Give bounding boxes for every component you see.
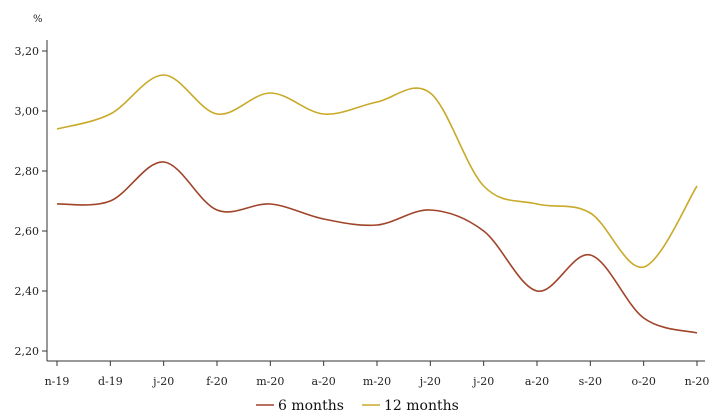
data-point-12-months xyxy=(482,185,484,187)
data-point-12-months xyxy=(322,113,324,115)
x-tick-label: m-20 xyxy=(256,375,284,388)
data-point-12-months xyxy=(216,113,218,115)
data-point-12-months xyxy=(642,266,644,268)
data-point-6-months xyxy=(269,203,271,205)
data-point-12-months xyxy=(56,128,58,130)
x-tick-label: a-20 xyxy=(312,375,336,388)
data-point-6-months xyxy=(216,209,218,211)
x-tick-label: m-20 xyxy=(363,375,391,388)
x-tick-label: j-20 xyxy=(151,375,174,388)
series-line-12-months xyxy=(56,74,698,268)
x-tick-label: n-20 xyxy=(685,375,710,388)
data-point-6-months xyxy=(109,200,111,202)
data-point-6-months xyxy=(376,224,378,226)
data-point-6-months xyxy=(536,290,538,292)
data-point-6-months xyxy=(322,218,324,220)
data-point-12-months xyxy=(589,212,591,214)
data-point-12-months xyxy=(429,92,431,94)
y-tick-label: 3,00 xyxy=(15,105,40,118)
data-point-6-months xyxy=(642,317,644,319)
y-tick-label: 3,20 xyxy=(15,45,40,58)
y-unit-label: % xyxy=(33,14,43,25)
x-tick-label: o-20 xyxy=(631,375,655,388)
data-point-12-months xyxy=(536,203,538,205)
x-tick-label: s-20 xyxy=(579,375,602,388)
x-tick-label: f-20 xyxy=(206,375,227,388)
y-tick-label: 2,60 xyxy=(15,225,40,238)
x-tick-label: j-20 xyxy=(471,375,494,388)
legend: 6 months 12 months xyxy=(256,398,459,414)
x-tick-label: j-20 xyxy=(418,375,441,388)
data-point-12-months xyxy=(376,101,378,103)
y-tick-label: 2,80 xyxy=(15,165,40,178)
data-point-12-months xyxy=(162,74,164,76)
data-point-6-months xyxy=(162,161,164,163)
y-tick-label: 2,40 xyxy=(15,285,40,298)
x-tick-label: d-19 xyxy=(98,375,123,388)
series-line-6-months xyxy=(56,161,698,334)
legend-label-12-months: 12 months xyxy=(384,398,459,414)
series-layer xyxy=(56,74,698,334)
axes: % 2,20 2,40 2,60 2,80 3,00 3,20 n-19 d-19 j-20 f-2… xyxy=(15,14,710,388)
x-tick-label: n-19 xyxy=(45,375,70,388)
data-point-12-months xyxy=(269,92,271,94)
data-point-6-months xyxy=(696,332,698,334)
data-point-6-months xyxy=(482,230,484,232)
data-point-6-months xyxy=(429,209,431,211)
y-tick-label: 2,20 xyxy=(15,345,40,358)
x-tick-label: a-20 xyxy=(525,375,549,388)
data-point-12-months xyxy=(109,113,111,115)
data-point-12-months xyxy=(696,185,698,187)
data-point-6-months xyxy=(56,203,58,205)
data-point-6-months xyxy=(589,254,591,256)
legend-label-6-months: 6 months xyxy=(278,398,344,414)
